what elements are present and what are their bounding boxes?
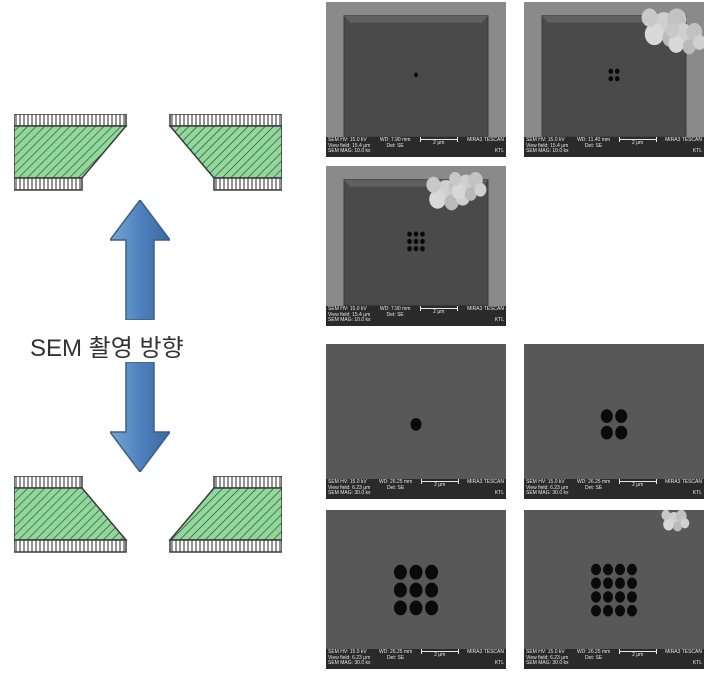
infobar-scale: 2 μm	[632, 483, 643, 489]
sem-16-hole-zoom: SEM HV: 15.0 kV View field: 6.23 μm SEM …	[524, 510, 704, 669]
infobar-mag: SEM MAG: 30.0 kx	[526, 661, 569, 667]
infobar-scale: 2 μm	[434, 483, 445, 489]
infobar-det: Det: SE	[380, 144, 411, 150]
cross-section-top	[14, 114, 282, 194]
infobar-lab: KTL	[665, 149, 702, 155]
infobar-mag: SEM MAG: 30.0 kx	[526, 491, 569, 497]
sem-infobar: SEM HV: 15.0 kV View field: 15.4 μm SEM …	[326, 306, 506, 326]
sem-1-hole-top: SEM HV: 15.0 kV View field: 15.4 μm SEM …	[326, 2, 506, 157]
sem-infobar: SEM HV: 15.0 kV View field: 6.23 μm SEM …	[326, 649, 506, 669]
arrow-up	[110, 200, 170, 320]
sem-gallery: SEM HV: 15.0 kV View field: 15.4 μm SEM …	[320, 0, 711, 673]
infobar-mag: SEM MAG: 10.0 kx	[328, 149, 371, 155]
infobar-lab: KTL	[665, 491, 702, 497]
infobar-mag: SEM MAG: 30.0 kx	[328, 661, 371, 667]
arrow-down	[110, 362, 170, 472]
infobar-mag: SEM MAG: 30.0 kx	[328, 491, 371, 497]
cross-section-bottom-svg	[14, 476, 282, 556]
sem-1-hole-zoom: SEM HV: 15.0 kV View field: 6.23 μm SEM …	[326, 344, 506, 499]
infobar-det: Det: SE	[577, 656, 610, 662]
sem-infobar: SEM HV: 15.0 kV View field: 6.23 μm SEM …	[326, 479, 506, 499]
schematic-panel: SEM 촬영 방향	[0, 0, 310, 673]
cross-section-top-svg	[14, 114, 282, 194]
sem-9-hole-zoom: SEM HV: 15.0 kV View field: 6.23 μm SEM …	[326, 510, 506, 669]
sem-infobar: SEM HV: 15.0 kV View field: 15.4 μm SEM …	[524, 137, 704, 157]
infobar-lab: KTL	[467, 491, 504, 497]
arrow-up-icon	[110, 200, 170, 320]
sem-9-hole-top: SEM HV: 15.0 kV View field: 15.4 μm SEM …	[326, 166, 506, 326]
sem-4-hole-zoom: SEM HV: 15.0 kV View field: 6.23 μm SEM …	[524, 344, 704, 499]
infobar-mag: SEM MAG: 10.0 kx	[328, 318, 371, 324]
infobar-det: Det: SE	[577, 486, 610, 492]
infobar-det: Det: SE	[379, 486, 412, 492]
infobar-scale: 2 μm	[433, 141, 444, 147]
sem-infobar: SEM HV: 15.0 kV View field: 6.23 μm SEM …	[524, 649, 704, 669]
infobar-mag: SEM MAG: 10.0 kx	[526, 149, 569, 155]
infobar-scale: 2 μm	[433, 310, 444, 316]
infobar-det: Det: SE	[379, 656, 412, 662]
infobar-scale: 2 μm	[632, 653, 643, 659]
arrow-down-icon	[110, 362, 170, 472]
infobar-lab: KTL	[467, 661, 504, 667]
sem-infobar: SEM HV: 15.0 kV View field: 15.4 μm SEM …	[326, 137, 506, 157]
sem-direction-label: SEM 촬영 방향	[30, 328, 184, 363]
infobar-lab: KTL	[665, 661, 702, 667]
cross-section-bottom	[14, 476, 282, 556]
infobar-det: Det: SE	[380, 313, 411, 319]
sem-infobar: SEM HV: 15.0 kV View field: 6.23 μm SEM …	[524, 479, 704, 499]
infobar-scale: 2 μm	[434, 653, 445, 659]
infobar-lab: KTL	[467, 318, 504, 324]
infobar-lab: KTL	[467, 149, 504, 155]
infobar-det: Det: SE	[577, 144, 610, 150]
infobar-scale: 2 μm	[632, 141, 643, 147]
sem-4-hole-top: SEM HV: 15.0 kV View field: 15.4 μm SEM …	[524, 2, 704, 157]
